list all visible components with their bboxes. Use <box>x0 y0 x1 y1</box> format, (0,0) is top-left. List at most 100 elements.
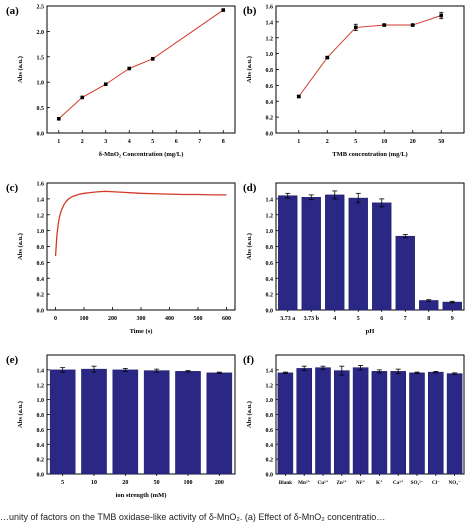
y-tick-label: 1.2 <box>37 383 45 389</box>
bar <box>296 368 312 475</box>
y-axis-label: Abs (a.u.) <box>246 401 253 428</box>
panel-label: (f) <box>243 354 254 366</box>
panel-label: (e) <box>6 354 19 366</box>
bar <box>419 300 439 311</box>
y-tick-label: 0.8 <box>266 68 274 74</box>
y-axis-label: Abs (a.u.) <box>246 233 253 260</box>
x-axis-label: δ-MnO₂ Concentration (mg/L) <box>99 151 184 158</box>
x-tick-label: 20 <box>122 480 128 486</box>
x-tick-label: 2 <box>326 139 329 145</box>
x-tick-label: 400 <box>165 316 174 322</box>
x-tick-label: 200 <box>215 480 224 486</box>
bar <box>409 372 425 475</box>
y-tick-label: 1.4 <box>266 20 274 26</box>
chart-panel-1: (a) 0.0 0.5 1.0 1.5 2.0 2.5 Abs (a.u.) δ-MnO₂ Co… <box>6 5 236 158</box>
x-tick-label: 3 <box>104 139 107 145</box>
y-tick-label: 0.6 <box>266 428 274 434</box>
y-tick-label: 0.0 <box>37 132 45 138</box>
x-tick-label: 1 <box>297 139 300 145</box>
y-tick-label: 0.6 <box>37 261 45 267</box>
bar <box>49 369 76 475</box>
series-line <box>298 15 442 97</box>
y-tick-label: 0.8 <box>37 245 45 251</box>
series-line <box>54 190 227 257</box>
x-tick-label: Ca²⁺ <box>393 480 404 486</box>
bar <box>428 371 444 475</box>
data-point <box>221 8 226 12</box>
y-tick-label: 0.8 <box>37 413 45 419</box>
panel-label: (d) <box>243 182 257 194</box>
y-tick-label: 1.4 <box>37 368 45 374</box>
y-tick-label: 0.6 <box>266 84 274 90</box>
y-tick-label: 1.4 <box>266 197 274 203</box>
y-tick-label: 2.0 <box>37 30 45 36</box>
data-point <box>127 66 132 71</box>
x-tick-label: 10 <box>91 480 97 486</box>
x-axis-label: TMB concentration (mg/L) <box>332 151 407 158</box>
data-point <box>410 23 415 27</box>
x-tick-label: Cu²⁺ <box>318 480 329 486</box>
x-tick-label: NO₃⁻ <box>449 480 461 486</box>
data-point <box>382 23 387 27</box>
y-tick-label: 1.6 <box>37 182 45 188</box>
bar <box>112 369 139 475</box>
y-tick-label: 0.0 <box>266 132 274 138</box>
bar <box>81 368 107 475</box>
chart-panel-4: (d) 0.0 0.2 0.4 0.6 0.8 1.0 1.2 1.4 Abs (a.u.) pH 3… <box>243 182 465 335</box>
figure-caption: …unity of factors on the TMB oxidase-lik… <box>0 512 386 522</box>
y-tick-label: 0.2 <box>266 293 274 299</box>
y-tick-label: 0.0 <box>37 473 45 479</box>
x-tick-label: 5 <box>357 316 360 322</box>
bar <box>348 197 368 311</box>
x-tick-label: 500 <box>193 316 202 322</box>
x-tick-label: 300 <box>137 316 146 322</box>
y-tick-label: 1.0 <box>37 229 45 235</box>
y-tick-label: 1.2 <box>37 213 45 219</box>
y-tick-label: 1.2 <box>266 213 274 219</box>
x-tick-label: 6 <box>175 139 178 145</box>
x-axis-label: Time (s) <box>130 328 153 335</box>
x-tick-label: 50 <box>438 139 444 145</box>
x-tick-label: 9 <box>451 316 454 322</box>
bar <box>175 371 201 475</box>
y-tick-label: 1.5 <box>37 55 45 61</box>
bar <box>325 194 345 311</box>
x-tick-label: 2 <box>81 139 84 145</box>
y-tick-label: 0.2 <box>266 116 274 122</box>
bar <box>371 371 388 475</box>
y-tick-label: 0.4 <box>266 443 274 449</box>
y-axis-label: Abs (a.u.) <box>246 56 253 83</box>
y-tick-label: 0.8 <box>266 413 274 419</box>
x-tick-label: 100 <box>184 480 193 486</box>
y-axis-label: Abs (a.u.) <box>17 401 24 428</box>
y-tick-label: 1.0 <box>266 398 274 404</box>
x-axis-label: pH <box>366 328 375 335</box>
data-point <box>150 57 155 61</box>
bar <box>301 197 321 311</box>
x-tick-label: 600 <box>222 316 231 322</box>
x-tick-label: 1 <box>57 139 60 145</box>
data-point <box>56 116 61 121</box>
plot-frame <box>46 5 236 134</box>
data-point <box>103 82 108 87</box>
chart-panel-6: (f) 0.0 0.2 0.4 0.6 0.8 1.0 1.2 1.4 Abs (a.u.) Bla… <box>243 354 465 486</box>
chart-panel-3: (c) 0.0 0.2 0.4 0.6 0.8 1.0 1.2 1.4 1.6 Abs (a.u.)… <box>6 182 236 335</box>
y-tick-label: 0.0 <box>37 309 45 315</box>
data-point <box>80 95 85 100</box>
y-tick-label: 0.4 <box>266 100 274 106</box>
y-tick-label: 1.0 <box>37 81 45 87</box>
bar <box>315 367 331 475</box>
y-tick-label: 1.0 <box>37 398 45 404</box>
bar <box>446 373 463 475</box>
bar <box>334 370 350 475</box>
x-tick-label: 7 <box>404 316 407 322</box>
y-tick-label: 0.5 <box>37 106 45 112</box>
y-tick-label: 0.8 <box>266 245 274 251</box>
y-tick-label: 0.4 <box>37 277 45 283</box>
y-tick-label: 1.0 <box>266 52 274 58</box>
chart-panel-5: (e) 0.0 0.2 0.4 0.6 0.8 1.0 1.2 1.4 Abs (a.u.) ion… <box>6 354 236 499</box>
x-tick-label: 20 <box>410 139 416 145</box>
bar <box>277 372 294 475</box>
bar <box>395 235 415 311</box>
y-tick-label: 1.6 <box>266 5 274 11</box>
